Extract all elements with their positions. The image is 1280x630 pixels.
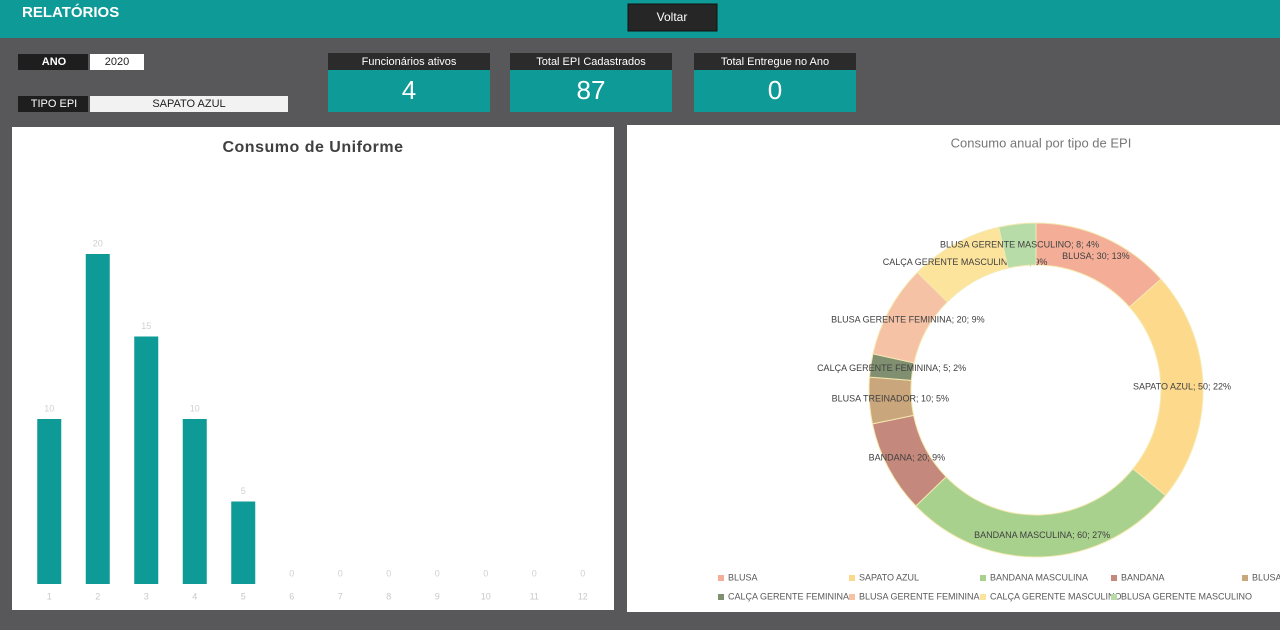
kpi-label: Total EPI Cadastrados — [536, 56, 646, 68]
bar-value-label: 0 — [483, 568, 488, 578]
kpi-value-box — [510, 70, 672, 112]
legend-swatch — [980, 594, 986, 600]
slice-label: CALÇA GERENTE MASCULINO; 20; 9% — [883, 257, 1048, 267]
legend-label: CALÇA GERENTE MASCULINO — [990, 591, 1122, 601]
slice-label: BANDANA MASCULINA; 60; 27% — [974, 530, 1110, 540]
bar-value-label: 20 — [93, 238, 103, 248]
back-button[interactable] — [627, 3, 718, 32]
kpi-label: Total Entregue no Ano — [721, 56, 829, 68]
kpi-value: 0 — [768, 75, 782, 105]
legend-swatch — [718, 594, 724, 600]
legend-label: BLUSA TREINADOR — [1252, 572, 1280, 582]
legend-label: CALÇA GERENTE FEMININA — [728, 591, 849, 601]
slice-label: SAPATO AZUL; 50; 22% — [1133, 381, 1231, 391]
legend-label: BANDANA — [1121, 572, 1165, 582]
kpi-header — [328, 53, 490, 70]
x-tick-label: 1 — [47, 591, 52, 601]
x-tick-label: 4 — [192, 591, 197, 601]
x-tick-label: 3 — [144, 591, 149, 601]
legend-swatch — [980, 575, 986, 581]
x-tick-label: 9 — [435, 591, 440, 601]
x-tick-label: 10 — [481, 591, 491, 601]
slice-label: BLUSA GERENTE FEMININA; 20; 9% — [831, 314, 985, 324]
x-tick-label: 6 — [289, 591, 294, 601]
legend-swatch — [1111, 575, 1117, 581]
legend-swatch — [1111, 594, 1117, 600]
bar-value-label: 0 — [435, 568, 440, 578]
bar-value-label: 0 — [289, 568, 294, 578]
legend-label: BANDANA MASCULINA — [990, 572, 1088, 582]
bar-value-label: 10 — [190, 403, 200, 413]
back-button-label[interactable]: Voltar — [657, 10, 688, 24]
legend-swatch — [849, 575, 855, 581]
bar-value-label: 0 — [386, 568, 391, 578]
x-tick-label: 11 — [530, 591, 539, 601]
pie-chart-title: Consumo anual por tipo de EPI — [951, 135, 1132, 150]
kpi-header — [694, 53, 856, 70]
kpi-header — [510, 53, 672, 70]
bar-chart-title: Consumo de Uniforme — [222, 139, 403, 156]
kpi-value: 4 — [402, 75, 416, 105]
filter-value-box[interactable] — [90, 54, 144, 70]
bar — [134, 336, 159, 584]
filter-value-box[interactable] — [90, 96, 288, 112]
bar — [37, 419, 62, 584]
bar-panel — [12, 127, 614, 610]
kpi-value-box — [694, 70, 856, 112]
donut-slice — [998, 222, 1037, 269]
header-title: RELATÓRIOS — [22, 3, 119, 21]
filter-value[interactable]: 2020 — [105, 56, 129, 68]
bar-value-label: 0 — [338, 568, 343, 578]
x-tick-label: 5 — [241, 591, 246, 601]
slice-label: CALÇA GERENTE FEMININA; 5; 2% — [817, 363, 966, 373]
kpi-value-box — [328, 70, 490, 112]
legend-label: BLUSA GERENTE MASCULINO — [1121, 591, 1252, 601]
kpi-value: 87 — [577, 75, 606, 105]
bar — [182, 419, 207, 584]
filter-value[interactable]: SAPATO AZUL — [152, 98, 225, 110]
legend-swatch — [849, 594, 855, 600]
slice-label: BLUSA TREINADOR; 10; 5% — [832, 394, 949, 404]
bar-value-label: 15 — [141, 321, 151, 331]
legend-swatch — [718, 575, 724, 581]
filter-label: TIPO EPI — [31, 98, 77, 110]
x-tick-label: 12 — [578, 591, 588, 601]
bar — [85, 254, 110, 584]
bar — [231, 501, 256, 584]
legend-swatch — [1242, 575, 1248, 581]
bar-value-label: 5 — [241, 486, 246, 496]
bar-value-label: 10 — [44, 403, 54, 413]
filter-label-box — [18, 54, 88, 70]
legend-label: SAPATO AZUL — [859, 572, 919, 582]
kpi-label: Funcionários ativos — [362, 56, 457, 68]
legend-label: BLUSA — [728, 572, 758, 582]
bar-value-label: 0 — [580, 568, 585, 578]
slice-label: BLUSA GERENTE MASCULINO; 8; 4% — [940, 239, 1099, 249]
slice-label: BANDANA; 20; 9% — [869, 453, 946, 463]
legend-label: BLUSA GERENTE FEMININA — [859, 591, 980, 601]
filter-label: ANO — [42, 56, 67, 68]
x-tick-label: 7 — [338, 591, 343, 601]
x-tick-label: 2 — [95, 591, 100, 601]
slice-label: BLUSA; 30; 13% — [1062, 251, 1130, 261]
filter-label-box — [18, 96, 88, 112]
x-tick-label: 8 — [386, 591, 391, 601]
bar-value-label: 0 — [532, 568, 537, 578]
